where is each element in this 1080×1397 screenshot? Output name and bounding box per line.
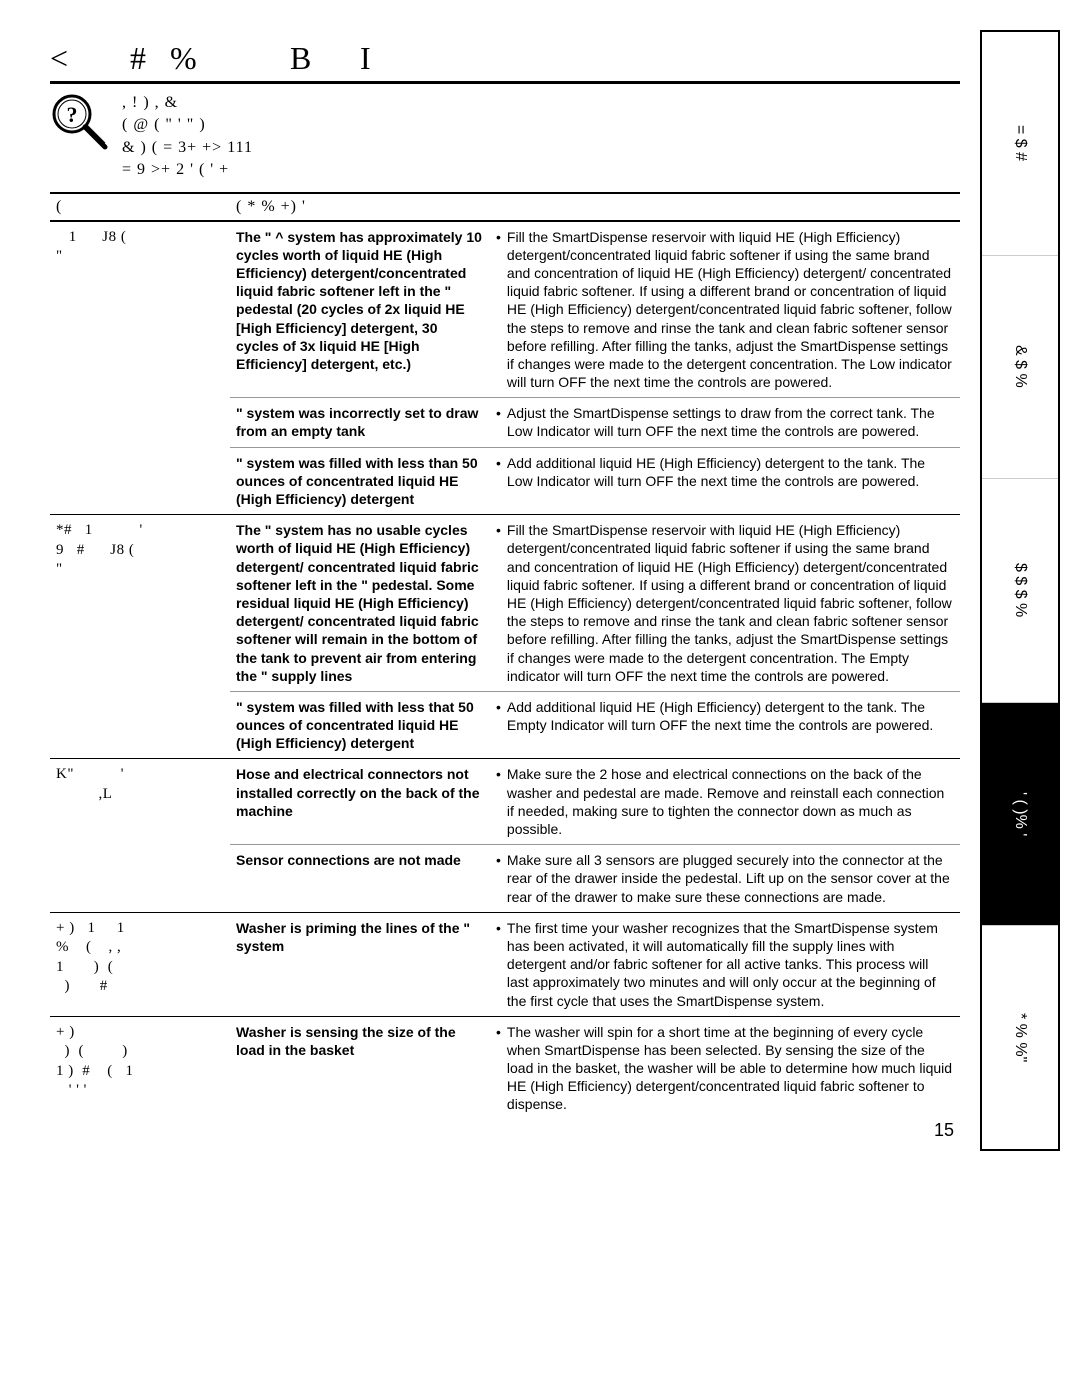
troubleshooting-table: ( ( * % +) ' 1 J8 ( "The " ^ system has … bbox=[50, 192, 960, 1120]
svg-text:?: ? bbox=[67, 102, 78, 127]
intro-line: & ) ( = 3+ +> 111 bbox=[122, 137, 253, 159]
problem-cell: + ) ) ( ) 1 ) # ( 1 ' ' ' bbox=[50, 1016, 230, 1119]
cause-cell: Washer is priming the lines of the " sys… bbox=[230, 912, 490, 1016]
title-rule bbox=[50, 81, 960, 84]
intro-line: , ! ) , & bbox=[122, 92, 253, 114]
sidebar-tab[interactable]: = $ # bbox=[982, 32, 1058, 256]
cause-cell: " system was filled with less that 50 ou… bbox=[230, 691, 490, 759]
table-row: + ) ) ( ) 1 ) # ( 1 ' ' 'Washer is sensi… bbox=[50, 1016, 960, 1119]
col-header-problem: ( bbox=[50, 193, 230, 221]
title-char: I bbox=[360, 40, 373, 77]
intro-block: ? , ! ) , & ( @ ( " ' " ) & ) ( = 3+ +> … bbox=[50, 92, 960, 182]
todo-cell: Fill the SmartDispense reservoir with li… bbox=[490, 221, 960, 398]
todo-cell: Add additional liquid HE (High Efficienc… bbox=[490, 691, 960, 759]
cause-cell: " system was incorrectly set to draw fro… bbox=[230, 398, 490, 447]
sidebar-tab[interactable]: & $ % bbox=[982, 256, 1058, 480]
todo-cell: Make sure the 2 hose and electrical conn… bbox=[490, 759, 960, 845]
cause-cell: Sensor connections are not made bbox=[230, 845, 490, 913]
page: < # % B I ? , ! ) , & ( @ ( " ' bbox=[0, 0, 1080, 1181]
content-area: < # % B I ? , ! ) , & ( @ ( " ' bbox=[0, 0, 970, 1181]
page-number: 15 bbox=[50, 1120, 960, 1141]
title-char: % bbox=[170, 40, 230, 77]
problem-cell: K" ' ,L bbox=[50, 759, 230, 912]
intro-line: = 9 >+ 2 ' ( ' + bbox=[122, 159, 253, 181]
sidebar-tab[interactable]: ' ( )% ' bbox=[982, 703, 1058, 927]
todo-cell: The washer will spin for a short time at… bbox=[490, 1016, 960, 1119]
cause-cell: Washer is sensing the size of the load i… bbox=[230, 1016, 490, 1119]
table-row: *# 1 ' 9 # J8 ( "The " system has no usa… bbox=[50, 515, 960, 692]
intro-line: ( @ ( " ' " ) bbox=[122, 114, 253, 136]
magnifier-question-icon: ? bbox=[50, 92, 110, 152]
problem-cell: *# 1 ' 9 # J8 ( " bbox=[50, 515, 230, 759]
sidebar-tabs: = $ #& $ %$ $ $ %' ( )% '* % %" bbox=[980, 30, 1060, 1151]
problem-cell: 1 J8 ( " bbox=[50, 221, 230, 515]
todo-cell: The first time your washer recognizes th… bbox=[490, 912, 960, 1016]
title-char: < bbox=[50, 40, 90, 77]
intro-text: , ! ) , & ( @ ( " ' " ) & ) ( = 3+ +> 11… bbox=[122, 92, 253, 182]
page-title: < # % B I bbox=[50, 40, 960, 77]
table-row: K" ' ,LHose and electrical connectors no… bbox=[50, 759, 960, 845]
title-char: # bbox=[130, 40, 170, 77]
table-row: + ) 1 1 % ( , , 1 ) ( ) #Washer is primi… bbox=[50, 912, 960, 1016]
sidebar-tab[interactable]: * % %" bbox=[982, 926, 1058, 1149]
cause-cell: The " system has no usable cycles worth … bbox=[230, 515, 490, 692]
sidebar-tab[interactable]: $ $ $ % bbox=[982, 479, 1058, 703]
todo-cell: Adjust the SmartDispense settings to dra… bbox=[490, 398, 960, 447]
todo-cell: Fill the SmartDispense reservoir with li… bbox=[490, 515, 960, 692]
title-char: B bbox=[290, 40, 330, 77]
cause-cell: " system was filled with less than 50 ou… bbox=[230, 447, 490, 515]
cause-cell: Hose and electrical connectors not insta… bbox=[230, 759, 490, 845]
problem-cell: + ) 1 1 % ( , , 1 ) ( ) # bbox=[50, 912, 230, 1016]
todo-cell: Add additional liquid HE (High Efficienc… bbox=[490, 447, 960, 515]
cause-cell: The " ^ system has approximately 10 cycl… bbox=[230, 221, 490, 398]
col-header-todo bbox=[490, 193, 960, 221]
table-row: 1 J8 ( "The " ^ system has approximately… bbox=[50, 221, 960, 398]
todo-cell: Make sure all 3 sensors are plugged secu… bbox=[490, 845, 960, 913]
col-header-cause: ( * % +) ' bbox=[230, 193, 490, 221]
table-header: ( ( * % +) ' bbox=[50, 193, 960, 221]
